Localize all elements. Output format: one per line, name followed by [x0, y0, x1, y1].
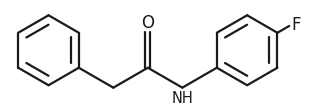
Text: F: F — [291, 16, 301, 33]
Text: O: O — [141, 14, 154, 32]
Text: NH: NH — [171, 91, 193, 106]
